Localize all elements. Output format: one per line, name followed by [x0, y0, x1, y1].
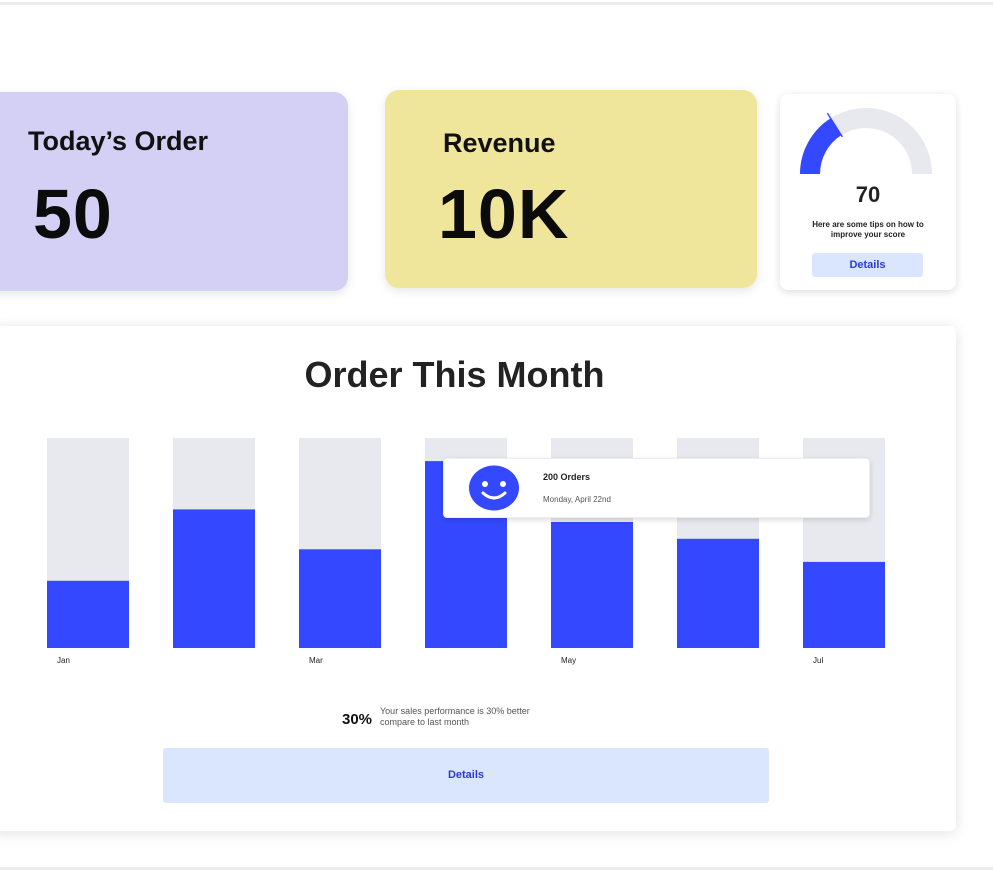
bar-7[interactable] [803, 561, 885, 648]
score-details-button[interactable]: Details [812, 253, 923, 277]
tooltip-title: 200 Orders [543, 472, 591, 482]
revenue-value: 10K [438, 175, 570, 253]
order-details-button[interactable]: Details [163, 748, 769, 803]
performance-description: Your sales performance is 30% better com… [380, 706, 530, 727]
gauge-needle [826, 112, 844, 138]
x-tick-label: Mar [309, 656, 323, 665]
score-gauge [800, 108, 932, 175]
score-value: 70 [855, 182, 881, 207]
score-card: 70 Here are some tips on how to improve … [780, 94, 956, 290]
performance-percentage: 30% [342, 711, 373, 728]
bar-2[interactable] [173, 509, 255, 648]
gauge-fill [800, 118, 842, 175]
x-tick-label: May [561, 656, 576, 665]
revenue-title: Revenue [443, 128, 556, 158]
revenue-card: Revenue 10K [385, 90, 757, 288]
todays-order-card: Today’s Order 50 [0, 92, 348, 291]
todays-order-title: Today’s Order [28, 126, 209, 156]
bottom-divider [0, 867, 993, 870]
bar-5[interactable] [551, 522, 633, 648]
order-bar-chart: Jan Mar May Jul [47, 438, 885, 665]
bar-3[interactable] [299, 549, 381, 648]
x-tick-label: Jul [813, 656, 823, 665]
todays-order-value: 50 [33, 175, 113, 253]
smiley-icon [469, 465, 519, 511]
top-divider [0, 2, 993, 5]
order-month-title: Order This Month [304, 354, 605, 395]
score-tip-text: Here are some tips on how to improve you… [812, 220, 924, 239]
tooltip-date: Monday, April 22nd [543, 495, 611, 504]
bar-1[interactable] [47, 580, 129, 648]
x-tick-label: Jan [57, 656, 70, 665]
chart-tooltip: 200 Orders Monday, April 22nd [443, 458, 870, 518]
bar-6[interactable] [677, 538, 759, 648]
